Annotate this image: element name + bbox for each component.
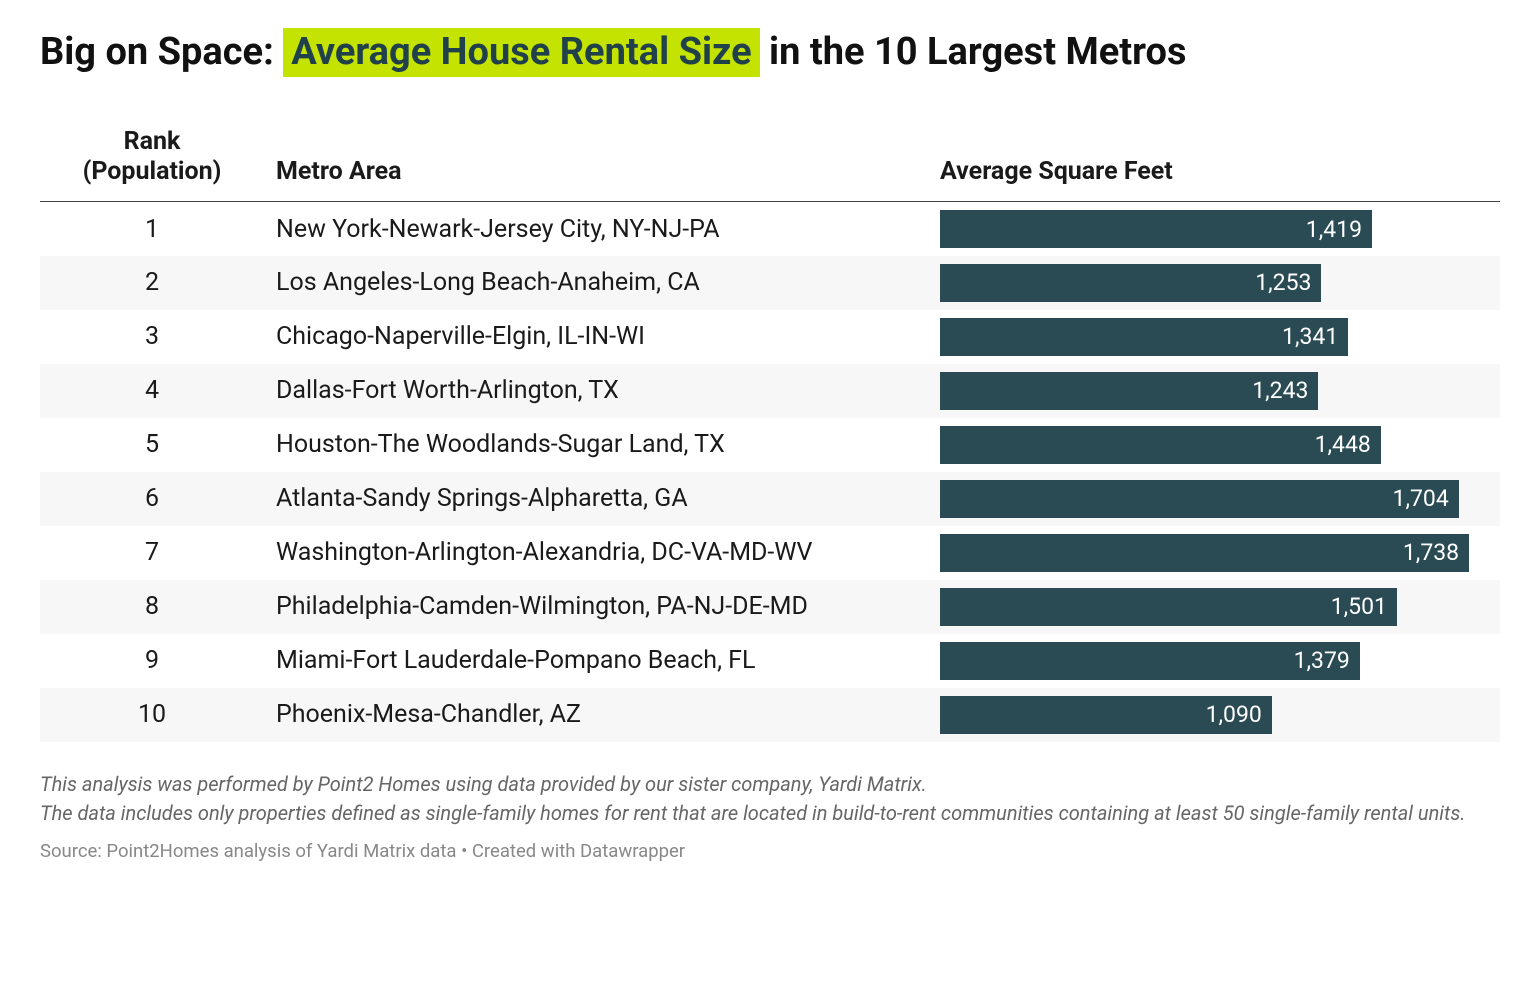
- cell-sqft: 1,253: [928, 256, 1500, 310]
- cell-metro: Chicago-Naperville-Elgin, IL-IN-WI: [264, 310, 928, 364]
- table-row: 6Atlanta-Sandy Springs-Alpharetta, GA 1,7…: [40, 472, 1500, 526]
- sqft-bar: 1,704: [940, 480, 1459, 518]
- cell-metro: Los Angeles-Long Beach-Anaheim, CA: [264, 256, 928, 310]
- title-highlight: Average House Rental Size: [283, 28, 759, 77]
- sqft-bar: 1,243: [940, 372, 1318, 410]
- cell-sqft: 1,738: [928, 526, 1500, 580]
- col-header-metro: Metro Area: [264, 117, 928, 202]
- sqft-bar: 1,738: [940, 534, 1469, 572]
- sqft-bar-label: 1,341: [1282, 323, 1338, 350]
- cell-sqft: 1,501: [928, 580, 1500, 634]
- sqft-bar: 1,419: [940, 210, 1372, 248]
- sqft-bar-label: 1,243: [1252, 377, 1308, 404]
- table-row: 3Chicago-Naperville-Elgin, IL-IN-WI 1,341: [40, 310, 1500, 364]
- footnote-line2: The data includes only properties define…: [40, 799, 1500, 828]
- cell-rank: 8: [40, 580, 264, 634]
- col-header-rank: Rank(Population): [40, 117, 264, 202]
- table-header-row: Rank(Population) Metro Area Average Squa…: [40, 117, 1500, 202]
- sqft-bar-label: 1,379: [1294, 647, 1350, 674]
- cell-metro: Atlanta-Sandy Springs-Alpharetta, GA: [264, 472, 928, 526]
- cell-sqft: 1,243: [928, 364, 1500, 418]
- sqft-bar-label: 1,090: [1206, 701, 1262, 728]
- cell-sqft: 1,704: [928, 472, 1500, 526]
- cell-metro: Houston-The Woodlands-Sugar Land, TX: [264, 418, 928, 472]
- sqft-bar: 1,501: [940, 588, 1397, 626]
- col-header-sqft: Average Square Feet: [928, 117, 1500, 202]
- cell-rank: 7: [40, 526, 264, 580]
- sqft-bar-label: 1,253: [1255, 269, 1311, 296]
- table-row: 1New York-Newark-Jersey City, NY-NJ-PA 1,…: [40, 202, 1500, 256]
- title-suffix: in the 10 Largest Metros: [760, 30, 1187, 74]
- sqft-bar: 1,090: [940, 696, 1272, 734]
- sqft-bar-label: 1,738: [1403, 539, 1459, 566]
- sqft-bar: 1,253: [940, 264, 1321, 302]
- cell-rank: 2: [40, 256, 264, 310]
- chart-title: Big on Space: Average House Rental Size …: [40, 28, 1500, 77]
- cell-metro: Dallas-Fort Worth-Arlington, TX: [264, 364, 928, 418]
- chart-container: Big on Space: Average House Rental Size …: [0, 0, 1540, 994]
- table-row: 2Los Angeles-Long Beach-Anaheim, CA 1,253: [40, 256, 1500, 310]
- sqft-bar: 1,341: [940, 318, 1348, 356]
- footnote: This analysis was performed by Point2 Ho…: [40, 770, 1500, 828]
- sqft-bar-label: 1,501: [1331, 593, 1387, 620]
- source-line: Source: Point2Homes analysis of Yardi Ma…: [40, 840, 1500, 862]
- cell-rank: 10: [40, 688, 264, 742]
- cell-rank: 3: [40, 310, 264, 364]
- cell-sqft: 1,448: [928, 418, 1500, 472]
- cell-sqft: 1,379: [928, 634, 1500, 688]
- cell-sqft: 1,341: [928, 310, 1500, 364]
- cell-metro: Miami-Fort Lauderdale-Pompano Beach, FL: [264, 634, 928, 688]
- cell-rank: 6: [40, 472, 264, 526]
- cell-rank: 1: [40, 202, 264, 256]
- cell-rank: 5: [40, 418, 264, 472]
- col-header-rank-label: Rank(Population): [83, 127, 222, 186]
- table-body: 1New York-Newark-Jersey City, NY-NJ-PA 1,…: [40, 202, 1500, 742]
- sqft-bar: 1,379: [940, 642, 1360, 680]
- cell-metro: New York-Newark-Jersey City, NY-NJ-PA: [264, 202, 928, 256]
- cell-rank: 9: [40, 634, 264, 688]
- sqft-bar-label: 1,419: [1306, 216, 1362, 243]
- cell-metro: Philadelphia-Camden-Wilmington, PA-NJ-DE…: [264, 580, 928, 634]
- table-row: 10Phoenix-Mesa-Chandler, AZ 1,090: [40, 688, 1500, 742]
- sqft-bar-label: 1,704: [1393, 485, 1449, 512]
- cell-metro: Washington-Arlington-Alexandria, DC-VA-M…: [264, 526, 928, 580]
- cell-sqft: 1,419: [928, 202, 1500, 256]
- table-row: 7Washington-Arlington-Alexandria, DC-VA-…: [40, 526, 1500, 580]
- footnote-line1: This analysis was performed by Point2 Ho…: [40, 770, 1500, 799]
- sqft-bar: 1,448: [940, 426, 1381, 464]
- sqft-bar-label: 1,448: [1315, 431, 1371, 458]
- cell-metro: Phoenix-Mesa-Chandler, AZ: [264, 688, 928, 742]
- cell-sqft: 1,090: [928, 688, 1500, 742]
- data-table: Rank(Population) Metro Area Average Squa…: [40, 117, 1500, 742]
- table-row: 5Houston-The Woodlands-Sugar Land, TX 1,4…: [40, 418, 1500, 472]
- cell-rank: 4: [40, 364, 264, 418]
- title-prefix: Big on Space:: [40, 30, 283, 74]
- table-row: 4Dallas-Fort Worth-Arlington, TX 1,243: [40, 364, 1500, 418]
- table-row: 8Philadelphia-Camden-Wilmington, PA-NJ-D…: [40, 580, 1500, 634]
- table-row: 9Miami-Fort Lauderdale-Pompano Beach, FL…: [40, 634, 1500, 688]
